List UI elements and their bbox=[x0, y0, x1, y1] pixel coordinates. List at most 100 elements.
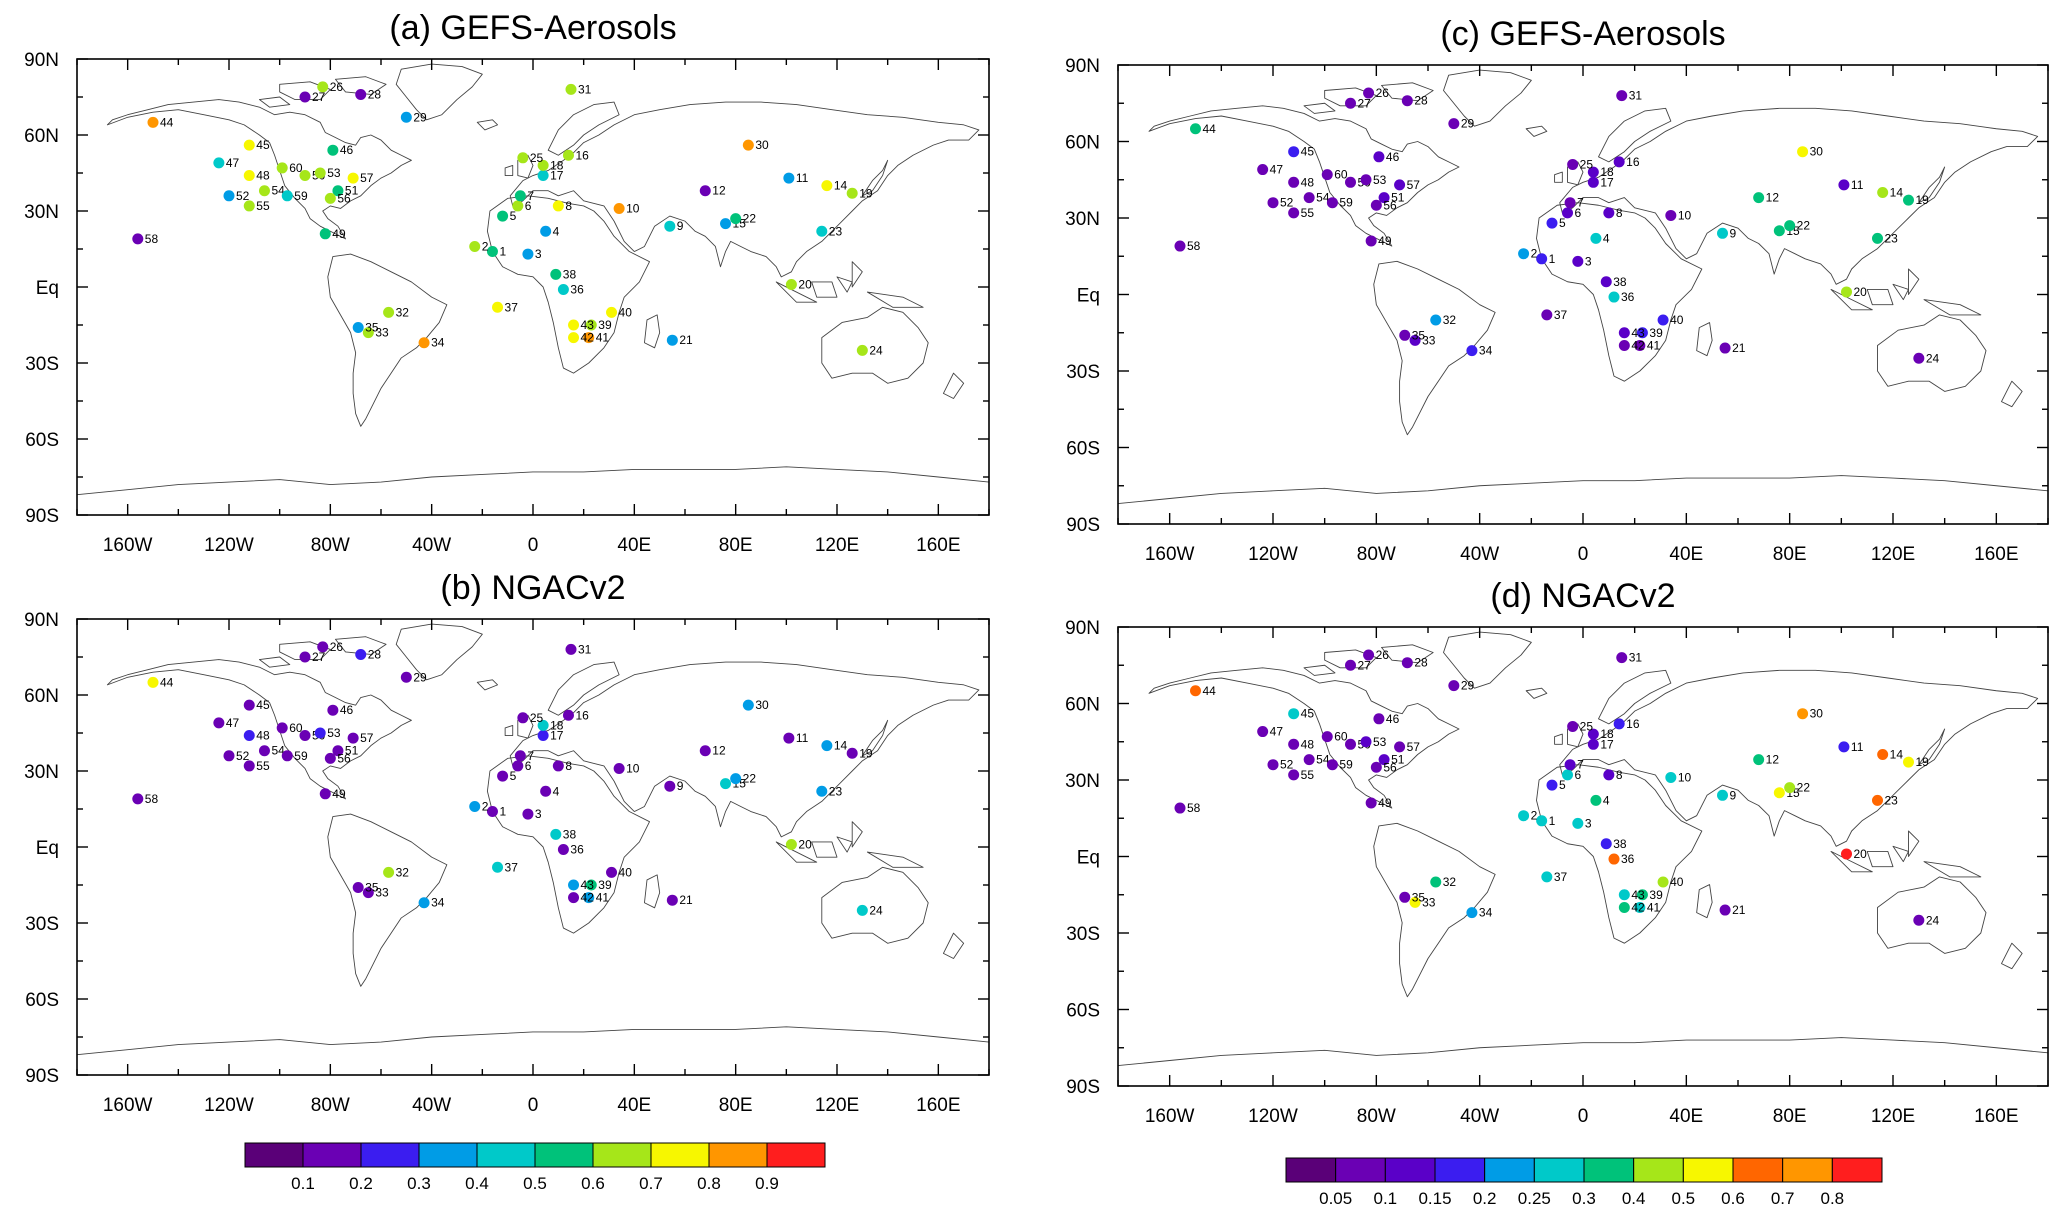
station-label: 8 bbox=[1616, 206, 1623, 220]
station-marker-30 bbox=[742, 699, 754, 711]
x-tick-label: 160E bbox=[1974, 1106, 2018, 1127]
station-label: 34 bbox=[431, 336, 445, 350]
colorbar-swatch bbox=[1335, 1157, 1386, 1183]
station-marker-56 bbox=[1370, 761, 1382, 773]
colorbar-label: 0.5 bbox=[1672, 1189, 1696, 1208]
station-label: 46 bbox=[1386, 150, 1400, 164]
station-label: 1 bbox=[1549, 814, 1556, 828]
x-tick-label: 80E bbox=[719, 1095, 753, 1116]
station-label: 10 bbox=[626, 761, 640, 775]
station-label: 54 bbox=[1316, 753, 1330, 767]
station-marker-29 bbox=[1448, 118, 1460, 130]
station-marker-36 bbox=[557, 844, 569, 856]
x-tick-label: 120E bbox=[815, 535, 859, 556]
station-label: 53 bbox=[327, 726, 341, 740]
y-tick-label: 90N bbox=[1065, 56, 1100, 77]
station-label: 18 bbox=[1600, 727, 1614, 741]
station-marker-51 bbox=[332, 745, 344, 757]
x-tick-label: 0 bbox=[1578, 1106, 1589, 1127]
station-marker-2 bbox=[1518, 810, 1530, 822]
x-tick-label: 160E bbox=[916, 535, 960, 556]
station-label: 29 bbox=[1461, 117, 1475, 131]
station-marker-36 bbox=[1608, 853, 1620, 865]
y-tick-label: 90S bbox=[1066, 1077, 1100, 1098]
station-marker-38 bbox=[1600, 276, 1612, 288]
station-label: 30 bbox=[755, 698, 769, 712]
colorbar-swatch bbox=[1831, 1157, 1883, 1183]
station-marker-56 bbox=[324, 752, 336, 764]
station-label: 36 bbox=[570, 283, 584, 297]
x-tick-label: 40W bbox=[1460, 1106, 1499, 1127]
station-marker-49 bbox=[319, 228, 331, 240]
station-label: 40 bbox=[1670, 313, 1684, 327]
y-tick-label: Eq bbox=[36, 278, 59, 299]
station-marker-17 bbox=[1587, 176, 1599, 188]
station-marker-37 bbox=[1541, 309, 1553, 321]
station-label: 47 bbox=[226, 156, 240, 170]
x-tick-label: 120E bbox=[1871, 544, 1915, 565]
station-marker-10 bbox=[613, 202, 625, 214]
station-marker-6 bbox=[1562, 207, 1573, 219]
station-marker-45 bbox=[1288, 708, 1300, 720]
station-marker-34 bbox=[1466, 345, 1478, 357]
station-marker-21 bbox=[666, 334, 678, 346]
station-marker-43 bbox=[1618, 889, 1630, 901]
station-label: 53 bbox=[1373, 735, 1387, 749]
coastline-map bbox=[1118, 631, 2048, 1067]
station-marker-12 bbox=[699, 185, 711, 197]
colorbar-swatch bbox=[1583, 1157, 1635, 1183]
station-marker-28 bbox=[355, 648, 367, 660]
station-label: 17 bbox=[1600, 175, 1614, 189]
station-marker-19 bbox=[1903, 194, 1914, 206]
station-label: 52 bbox=[1280, 758, 1294, 772]
y-tick-label: 30S bbox=[25, 354, 59, 375]
colorbar-swatch bbox=[1384, 1157, 1436, 1183]
station-label: 45 bbox=[256, 138, 270, 152]
x-tick-label: 40W bbox=[412, 535, 451, 556]
station-marker-57 bbox=[347, 732, 359, 744]
station-label: 12 bbox=[712, 744, 726, 758]
station-marker-49 bbox=[1365, 235, 1377, 247]
station-marker-38 bbox=[550, 268, 562, 280]
y-tick-label: 30N bbox=[24, 202, 59, 223]
station-marker-28 bbox=[1401, 657, 1413, 669]
colorbar-swatch bbox=[1484, 1157, 1535, 1183]
station-marker-27 bbox=[299, 651, 311, 663]
station-label: 25 bbox=[530, 151, 544, 165]
station-label: 6 bbox=[525, 759, 532, 773]
station-marker-55 bbox=[1288, 207, 1300, 219]
station-marker-5 bbox=[1546, 217, 1558, 229]
station-label: 16 bbox=[575, 148, 589, 162]
station-label: 34 bbox=[1479, 344, 1493, 358]
y-tick-label: 90S bbox=[1066, 515, 1100, 536]
station-marker-33 bbox=[1409, 896, 1421, 908]
colorbar-swatch bbox=[1533, 1157, 1585, 1183]
station-label: 12 bbox=[712, 184, 726, 198]
y-tick-label: 60N bbox=[1065, 695, 1100, 716]
station-marker-31 bbox=[1616, 90, 1628, 102]
station-marker-41 bbox=[1634, 902, 1646, 913]
station-marker-15 bbox=[1773, 787, 1785, 799]
station-marker-9 bbox=[1717, 789, 1728, 801]
station-label: 38 bbox=[1613, 837, 1627, 851]
coastline-map bbox=[1118, 69, 2048, 505]
station-label: 23 bbox=[829, 224, 843, 238]
station-label: 33 bbox=[375, 326, 389, 340]
station-label: 55 bbox=[256, 759, 270, 773]
x-tick-label: 80E bbox=[719, 535, 753, 556]
station-label: 21 bbox=[1732, 341, 1746, 355]
station-marker-15 bbox=[720, 778, 732, 790]
x-tick-label: 0 bbox=[528, 535, 539, 556]
colorbar-swatch bbox=[302, 1142, 362, 1168]
station-marker-39 bbox=[1636, 889, 1648, 901]
station-marker-33 bbox=[362, 887, 374, 899]
station-marker-12 bbox=[699, 745, 711, 757]
y-tick-label: 60S bbox=[1066, 439, 1100, 460]
x-tick-label: 160W bbox=[1145, 544, 1195, 565]
station-marker-30 bbox=[1797, 146, 1809, 158]
colorbar-label: 0.8 bbox=[1821, 1189, 1845, 1208]
x-tick-label: 120W bbox=[1248, 1106, 1298, 1127]
station-label: 9 bbox=[1730, 788, 1737, 802]
station-label: 40 bbox=[619, 865, 633, 879]
station-marker-12 bbox=[1753, 192, 1765, 204]
